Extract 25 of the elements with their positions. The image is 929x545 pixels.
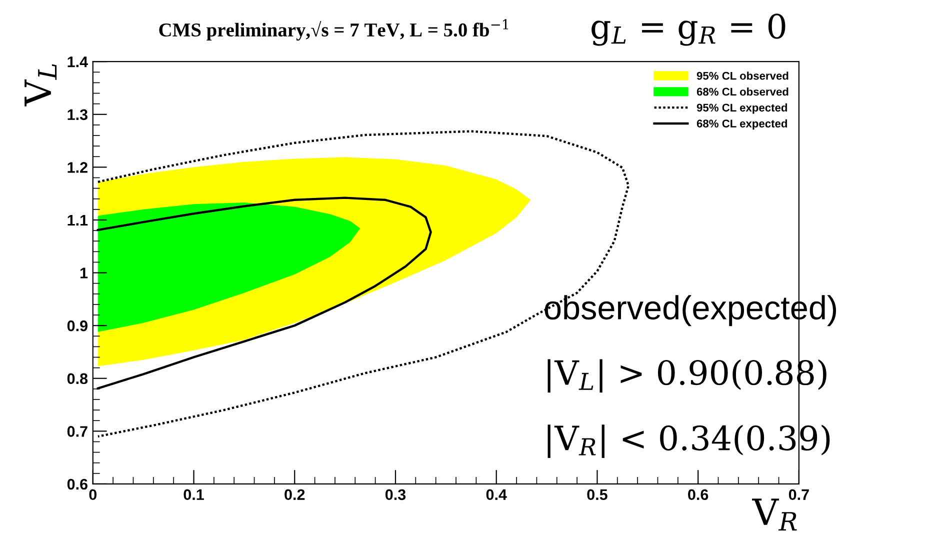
- legend-label: 95% CL observed: [696, 72, 788, 80]
- y-tick-label: 0.7: [67, 426, 88, 437]
- y-tick-label: 1: [80, 268, 88, 278]
- y-axis-title: V$_{L}$: [24, 64, 57, 106]
- y-tick-label: 1.2: [68, 162, 88, 173]
- x-tick-label: 0.6: [688, 489, 708, 500]
- x-tick-label: 0.4: [486, 489, 507, 500]
- y-tick-label: 1.4: [68, 56, 88, 68]
- legend-label: 68% CL expected: [696, 119, 787, 130]
- y-tick-label: 1.3: [68, 109, 88, 120]
- legend-label: 68% CL observed: [696, 88, 788, 96]
- y-tick-label: 0.9: [67, 320, 88, 332]
- y-tick-label: 0.6: [67, 478, 88, 490]
- y-tick-label: 1.1: [68, 215, 88, 226]
- x-tick-label: 0.3: [385, 489, 406, 500]
- chart-subtitle: g$_{L}$ = g$_{R}$ = 0: [592, 14, 786, 46]
- x-tick-label: 0.7: [788, 489, 809, 500]
- x-tick-label: 0.2: [284, 489, 305, 500]
- chart-title: CMS preliminary,√s = 7 TeV, L = 5.0 fb$^{−1}$: [159, 19, 508, 41]
- x-tick-label: 0: [89, 489, 97, 500]
- x-tick-label: 0.5: [587, 489, 608, 500]
- x-tick-label: 0.1: [184, 489, 204, 500]
- x-axis-title: V$_{R}$: [752, 498, 797, 531]
- legend-label: 95% CL expected: [696, 103, 787, 114]
- y-tick-label: 0.8: [67, 373, 88, 384]
